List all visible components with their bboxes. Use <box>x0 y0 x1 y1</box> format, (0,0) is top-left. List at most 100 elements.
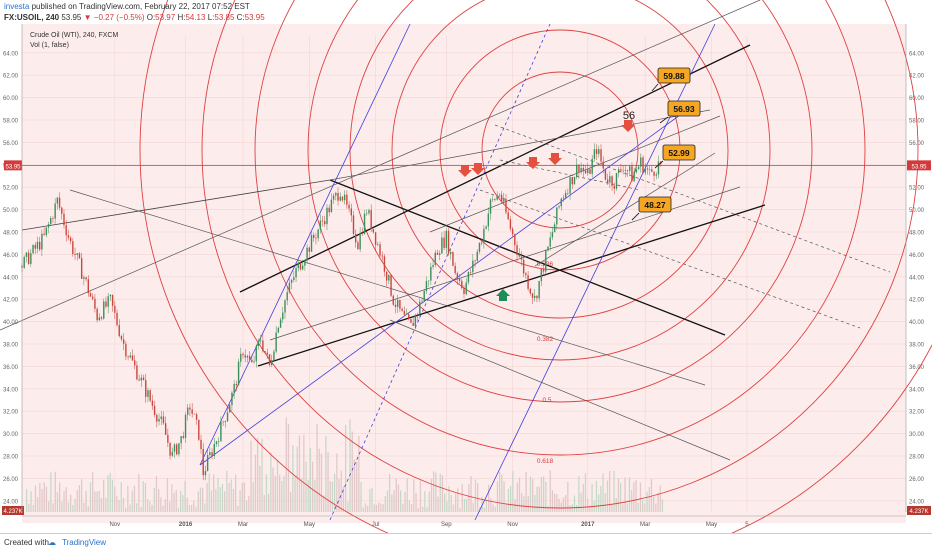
callout-pointer <box>654 160 664 169</box>
volume-bar <box>180 490 182 512</box>
candle-body <box>480 242 483 244</box>
volume-bar <box>353 459 356 512</box>
volume-bar <box>433 471 435 512</box>
volume-bar <box>477 483 479 512</box>
candle-body <box>326 207 328 225</box>
volume-bar <box>89 482 92 512</box>
candle-body <box>485 226 487 229</box>
candle-body <box>622 170 624 172</box>
volume-bar <box>637 502 639 512</box>
volume-bar <box>452 504 455 512</box>
price-chart[interactable]: 24.00 24.00 26.00 26.00 28.00 28.00 30.00 30.00… <box>0 0 932 533</box>
volume-bar <box>252 482 254 512</box>
volume-bar <box>655 503 657 512</box>
candle-body <box>187 407 189 415</box>
x-tick-label: May <box>304 522 315 528</box>
volume-bar <box>43 482 45 512</box>
candle-body <box>595 149 598 154</box>
price-callout-text: 56.93 <box>673 104 695 114</box>
candle-body <box>308 247 310 252</box>
candle-body <box>633 172 635 182</box>
volume-bar <box>292 445 294 512</box>
y-tick-label-right: 52.00 <box>909 186 925 192</box>
author-name[interactable]: investa <box>4 2 30 11</box>
y-tick-label-left: 36.00 <box>3 365 19 371</box>
volume-bar <box>606 480 609 512</box>
tradingview-brand[interactable]: TradingView <box>62 538 107 547</box>
volume-bar <box>144 482 147 512</box>
volume-bar <box>336 453 338 512</box>
candle-body <box>545 250 547 272</box>
volume-bar <box>85 490 87 512</box>
candle-body <box>195 414 198 420</box>
candle-body <box>496 195 498 200</box>
volume-bar <box>635 480 637 512</box>
candle-body <box>138 379 140 381</box>
volume-bar <box>481 496 483 512</box>
candle-body <box>310 235 313 252</box>
candle-body <box>454 265 456 274</box>
volume-bar <box>87 506 89 512</box>
volume-bar <box>582 483 584 512</box>
candle-body <box>348 204 350 209</box>
candle-body <box>640 157 642 167</box>
candle-body <box>127 356 129 358</box>
candle-body <box>255 346 257 362</box>
candle-body <box>198 419 200 440</box>
volume-bar <box>221 483 224 512</box>
candle-body <box>372 229 375 233</box>
candle-body <box>534 295 536 298</box>
candle-body <box>416 314 419 315</box>
candle-body <box>635 169 638 173</box>
volume-bar <box>472 502 474 512</box>
candle-body <box>474 260 476 262</box>
volume-bar <box>393 490 395 512</box>
volume-bar <box>540 477 543 512</box>
candle-body <box>213 444 215 456</box>
trend-line <box>329 109 711 181</box>
y-tick-label-left: 46.00 <box>3 253 19 259</box>
candle-body <box>25 252 28 257</box>
volume-bar <box>347 501 349 512</box>
candle-body <box>452 251 454 266</box>
x-tick-label: Mar <box>238 522 248 528</box>
volume-bar <box>362 507 364 512</box>
volume-bar <box>439 473 441 512</box>
volume-bar <box>250 440 252 512</box>
candle-body <box>89 293 92 297</box>
volume-bar <box>450 494 452 512</box>
x-tick-label: 5 <box>745 522 749 528</box>
candle-body <box>275 332 277 352</box>
volume-bar <box>404 492 406 512</box>
y-tick-label-left: 32.00 <box>3 410 19 416</box>
candle-body <box>178 443 180 455</box>
volume-bar <box>265 474 268 512</box>
volume-bar <box>545 481 547 512</box>
volume-bar <box>331 481 334 512</box>
fib-circle <box>307 0 813 403</box>
volume-bar <box>268 493 270 512</box>
volume-bar <box>633 482 635 512</box>
candle-body <box>564 192 567 198</box>
volume-bar <box>529 476 532 512</box>
candle-body <box>620 169 622 171</box>
candle-body <box>34 245 36 249</box>
symbol-label[interactable]: FX:USOIL, 240 <box>4 13 60 22</box>
trend-line <box>389 319 731 461</box>
y-tick-label-left: 48.00 <box>3 231 19 237</box>
volume-bar <box>463 498 466 512</box>
candle-body <box>500 194 503 202</box>
volume-bar <box>199 487 202 512</box>
volume-bar <box>136 503 138 512</box>
volume-bar <box>120 481 122 512</box>
volume-bar <box>556 494 558 512</box>
annotation-text: 56 <box>623 110 635 122</box>
volume-bar <box>279 474 281 512</box>
volume-bar <box>367 505 369 512</box>
candle-body <box>92 296 94 299</box>
volume-bar <box>177 507 180 512</box>
candle-body <box>357 242 359 250</box>
fan-line <box>199 114 681 466</box>
volume-bar <box>356 461 358 512</box>
tradingview-cloud-icon: ☁ <box>48 538 56 547</box>
